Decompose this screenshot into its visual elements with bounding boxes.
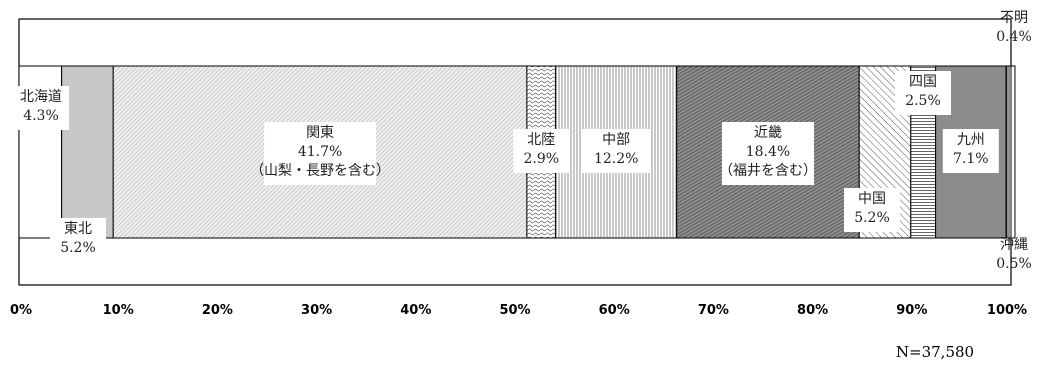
segment-8-name: 四国: [909, 74, 937, 90]
segment-10-label: 沖縄 0.5%: [996, 237, 1032, 272]
segment-4-value: 2.9%: [523, 151, 559, 167]
segment-11-name: 不明: [1000, 10, 1028, 26]
tick-label: 100%: [987, 303, 1027, 318]
segment-8-value: 2.5%: [905, 93, 941, 109]
segment-1-value: 4.3%: [23, 108, 59, 124]
segment-2-bar: [61, 65, 114, 239]
segment-7-value: 5.2%: [854, 210, 890, 226]
segment-10-name: 沖縄: [1000, 237, 1028, 253]
segment-2-label: 東北 5.2%: [50, 218, 106, 262]
segment-3-name: 関東: [306, 125, 334, 141]
segment-5-label: 中部 12.2%: [582, 129, 651, 173]
segment-5-value: 12.2%: [594, 151, 638, 167]
segment-4-label: 北陸 2.9%: [513, 129, 570, 173]
segment-6-note: （福井を含む）: [719, 163, 817, 179]
segment-4-name: 北陸: [527, 132, 555, 148]
segment-8-label: 四国 2.5%: [895, 71, 951, 115]
segment-9-label: 九州 7.1%: [942, 129, 999, 173]
segment-5-name: 中部: [602, 132, 630, 148]
segment-10-value: 0.5%: [996, 256, 1032, 272]
segment-labels: 北海道 4.3% 東北 5.2% 関東 41.7% （山梨・長野を含む） 北陸 2.9% 中部 12…: [13, 10, 1032, 272]
segment-6-name: 近畿: [754, 125, 782, 141]
sample-size-note: N=37,580: [896, 343, 974, 361]
tick-label: 80%: [797, 303, 828, 318]
tick-label: 60%: [599, 303, 630, 318]
x-axis-ticks: 0% 10% 20% 30% 40% 50% 60% 70% 80% 90% 100%: [10, 303, 1027, 318]
segment-2-value: 5.2%: [60, 240, 96, 256]
segment-2-name: 東北: [64, 221, 92, 237]
tick-label: 40%: [400, 303, 431, 318]
tick-label: 20%: [202, 303, 233, 318]
segment-7-label: 中国 5.2%: [844, 188, 900, 232]
tick-label: 90%: [896, 303, 927, 318]
segment-9-name: 九州: [957, 132, 985, 148]
segment-6-value: 18.4%: [746, 144, 790, 160]
tick-label: 10%: [103, 303, 134, 318]
segment-11-value: 0.4%: [996, 29, 1032, 45]
tick-label: 50%: [499, 303, 530, 318]
segment-10-bar: [1005, 65, 1012, 239]
segment-6-label: 近畿 18.4% （福井を含む）: [719, 122, 817, 185]
segment-7-name: 中国: [858, 191, 886, 207]
segment-3-note: （山梨・長野を含む）: [250, 163, 390, 179]
segment-1-name: 北海道: [20, 89, 62, 105]
tick-label: 30%: [301, 303, 332, 318]
segment-1-label: 北海道 4.3%: [13, 86, 69, 130]
segment-11-label: 不明 0.4%: [996, 10, 1032, 45]
segment-3-value: 41.7%: [298, 144, 342, 160]
segment-9-value: 7.1%: [953, 151, 989, 167]
segment-11-bar: [1010, 65, 1016, 239]
tick-label: 70%: [698, 303, 729, 318]
segment-3-label: 関東 41.7% （山梨・長野を含む）: [250, 122, 390, 185]
tick-label: 0%: [10, 303, 32, 318]
